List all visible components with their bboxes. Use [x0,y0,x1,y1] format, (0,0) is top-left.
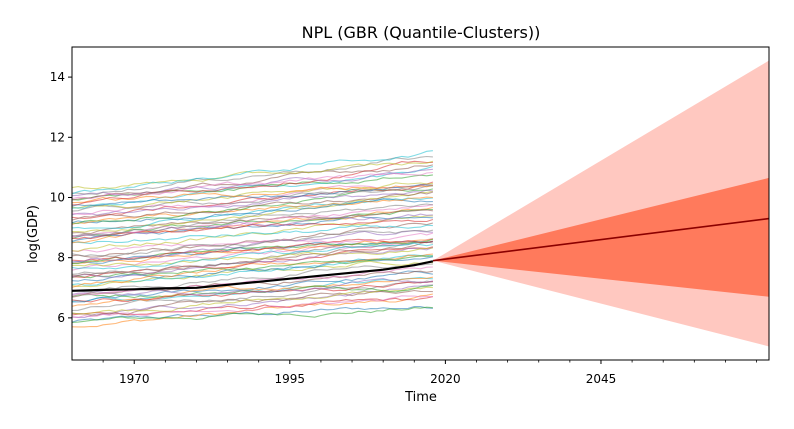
peer-series-line [71,295,433,318]
peer-series-line [71,196,433,225]
peer-series-line [71,213,433,238]
peer-series-line [71,238,433,265]
axes-frame [71,46,770,361]
y-axis: 6 8 10 12 14 [50,70,72,325]
peer-series-line [71,229,434,257]
peer-series-line [71,218,434,240]
peer-series-line [71,253,433,288]
y-tick-label: 6 [57,311,65,325]
peer-series-line [71,189,433,216]
peer-series-line [71,160,433,206]
peer-series-line [71,242,434,270]
peer-series-line [71,232,434,253]
y-tick-label: 10 [50,190,65,204]
x-tick-label: 1995 [275,372,306,386]
peer-series-line [71,276,433,307]
peer-series-line [71,280,433,303]
x-tick-label: 2020 [430,372,461,386]
peer-series-line [71,278,434,296]
reference-series-line [71,260,434,292]
peer-series-line [71,168,433,197]
peer-series-line [71,191,434,221]
chart-title: NPL (GBR (Quantile-Clusters)) [302,23,541,42]
peer-series-line [71,209,433,235]
peer-series-line [71,280,433,312]
peer-series-line [71,263,433,293]
peer-series-line [71,238,434,262]
plot-area [71,60,770,347]
x-tick-label: 1970 [119,372,150,386]
x-axis-title: Time [404,390,437,405]
peer-series-line [71,160,434,190]
peer-series-line [72,190,434,233]
peer-series-line [71,247,433,267]
peer-series-line [71,240,434,275]
peer-series-line [71,155,433,195]
x-tick-label: 2045 [586,372,617,386]
peer-series-line [71,229,433,263]
x-axis: 1970 1995 2020 2045 [102,360,757,386]
y-axis-title: log(GDP) [26,205,41,263]
peer-series-line [71,150,433,195]
peer-series-line [71,185,433,212]
peer-series-line [71,286,433,315]
peer-series-line [71,306,433,324]
peer-series-lines [71,150,434,328]
peer-series-line [71,224,433,245]
forecast-median-line [432,217,770,262]
y-tick-label: 8 [57,251,65,265]
peer-series-line [71,184,434,204]
peer-series-line [71,171,433,200]
forecast-inner-band [432,177,769,297]
peer-series-line [71,241,433,277]
peer-series-line [71,222,434,258]
peer-series-line [71,255,433,279]
peer-series-line [71,204,434,238]
reference-series-layer [71,260,434,292]
y-tick-label: 14 [50,70,65,84]
peer-series-line [71,296,434,316]
peer-series-line [71,184,433,207]
forecast-layer [432,60,770,347]
peer-series-line [71,270,433,303]
y-tick-label: 12 [50,130,65,144]
